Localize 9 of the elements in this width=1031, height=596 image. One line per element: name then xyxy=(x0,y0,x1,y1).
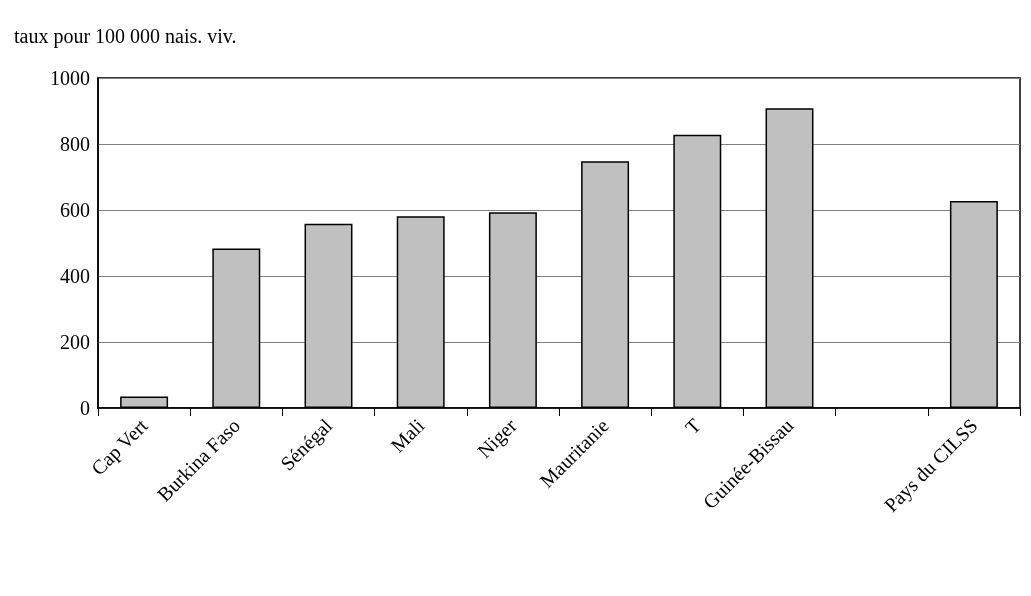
y-tick-label: 800 xyxy=(60,133,90,155)
x-tick-label: T xyxy=(680,414,706,439)
y-tick-label: 1000 xyxy=(50,67,90,89)
y-axis-title: taux pour 100 000 nais. viv. xyxy=(14,25,237,48)
x-tick-label: Mali xyxy=(386,413,429,457)
y-tick-label: 400 xyxy=(60,265,90,287)
y-tick-label: 0 xyxy=(80,397,90,419)
y-tick-label: 200 xyxy=(60,331,90,353)
y-tick-label: 600 xyxy=(60,199,90,221)
